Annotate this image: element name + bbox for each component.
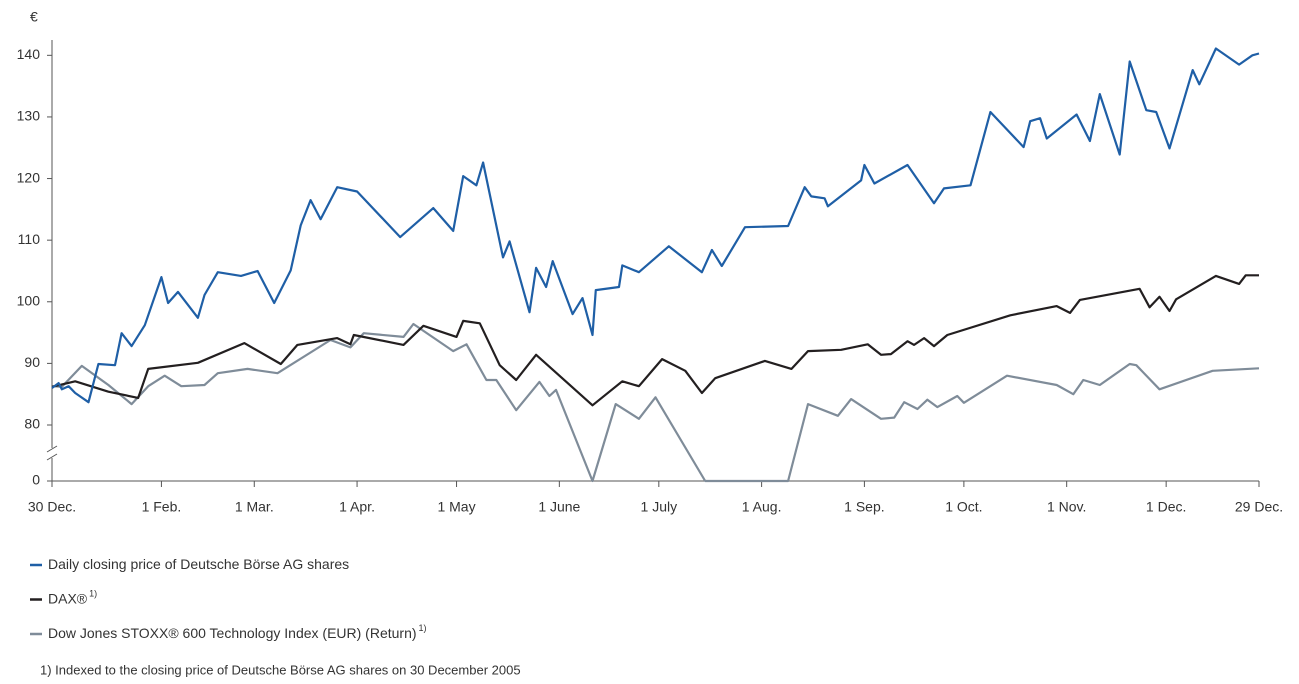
series-line	[51, 274, 1259, 407]
legend-text: Dow Jones STOXX® 600 Technology Index (E…	[48, 625, 417, 641]
x-tick-label: 1 Sep.	[844, 499, 884, 515]
x-tick-label: 1 Oct.	[945, 499, 982, 515]
y-tick-label: 110	[18, 231, 41, 247]
y-tick-label: 130	[17, 108, 41, 124]
x-tick-label: 1 June	[538, 499, 580, 515]
x-tick-label: 1 Nov.	[1047, 499, 1086, 515]
legend-note-ref: 1)	[419, 623, 427, 633]
legend-text: Daily closing price of Deutsche Börse AG…	[48, 556, 349, 572]
y-tick-label: 140	[17, 46, 41, 62]
legend-label: DAX® 1)	[48, 589, 97, 606]
y-tick-label: 80	[24, 416, 40, 432]
y-tick-label: 0	[32, 472, 40, 488]
y-unit: €	[30, 9, 38, 25]
axis-break-gap	[46, 448, 58, 458]
x-tick-label: 1 Aug.	[742, 499, 782, 515]
axis-break	[46, 453, 58, 461]
series-line	[51, 322, 1260, 483]
x-tick-label: 29 Dec.	[1235, 499, 1283, 515]
y-tick-label: 90	[24, 354, 40, 370]
x-tick-label: 30 Dec.	[28, 499, 76, 515]
x-tick-label: 1 July	[641, 499, 678, 515]
series-line	[51, 47, 1260, 404]
x-tick-label: 1 May	[437, 499, 475, 515]
axis-break	[46, 445, 58, 453]
legend-label: Dow Jones STOXX® 600 Technology Index (E…	[48, 623, 427, 640]
footnote: 1) Indexed to the closing price of Deuts…	[40, 662, 521, 677]
x-tick-label: 1 Feb.	[142, 499, 182, 515]
x-tick-label: 1 Apr.	[339, 499, 375, 515]
y-tick-label: 120	[17, 169, 41, 185]
x-tick-label: 1 Mar.	[235, 499, 274, 515]
legend-note-ref: 1)	[89, 589, 97, 599]
y-tick-label: 100	[17, 292, 41, 308]
legend-text: DAX®	[48, 590, 88, 606]
x-tick-label: 1 Dec.	[1146, 499, 1186, 515]
legend-label: Daily closing price of Deutsche Börse AG…	[48, 556, 349, 572]
